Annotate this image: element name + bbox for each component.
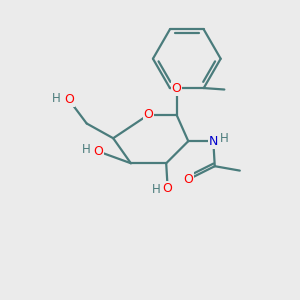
Text: O: O [172, 82, 182, 95]
Text: H: H [52, 92, 61, 105]
Text: O: O [163, 182, 172, 195]
Text: H: H [82, 143, 91, 157]
Text: N: N [208, 135, 218, 148]
Text: O: O [64, 93, 74, 106]
Text: O: O [94, 145, 103, 158]
Text: O: O [144, 108, 154, 121]
Text: H: H [220, 132, 229, 145]
Text: H: H [152, 183, 160, 196]
Text: O: O [183, 173, 193, 186]
